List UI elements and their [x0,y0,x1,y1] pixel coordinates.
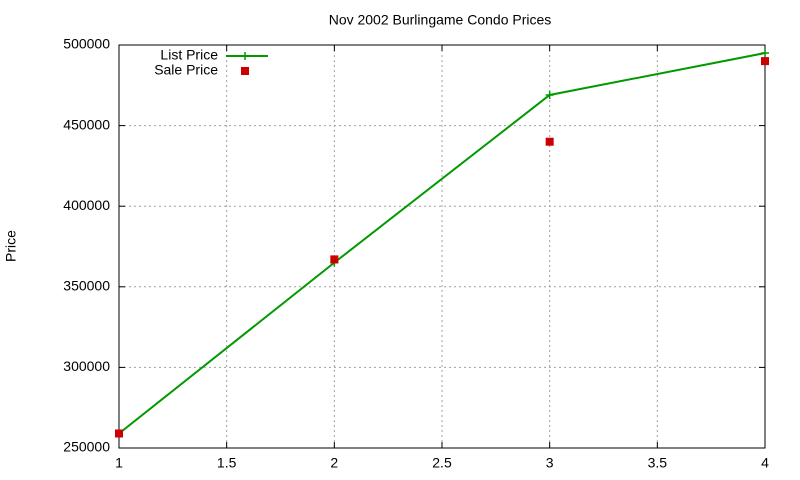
point-marker [545,137,554,146]
point-marker [761,49,769,58]
x-tick-label: 2 [330,455,338,471]
y-tick-label: 300000 [63,358,110,374]
legend-sample [241,67,249,75]
series-line [118,52,766,435]
point-marker [330,255,339,264]
y-tick-label: 400000 [63,197,110,213]
legend-label: List Price [160,47,218,63]
point-marker [545,90,554,99]
y-tick-label: 350000 [63,278,110,294]
point-marker [115,429,123,438]
x-tick-label: 1.5 [217,455,237,471]
x-tick-label: 1 [115,455,123,471]
x-tick-label: 2.5 [432,455,452,471]
y-tick-label: 500000 [63,36,110,52]
legend-label: Sale Price [154,62,218,78]
x-tick-label: 4 [761,455,769,471]
y-axis-label: Price [3,230,19,262]
point-marker [761,57,769,66]
plot-border [118,44,766,449]
x-tick-label: 3.5 [648,455,668,471]
x-tick-label: 3 [546,455,554,471]
chart-title: Nov 2002 Burlingame Condo Prices [329,12,552,28]
y-tick-label: 250000 [63,439,110,455]
y-tick-label: 450000 [63,116,110,132]
legend-sample [241,52,249,60]
